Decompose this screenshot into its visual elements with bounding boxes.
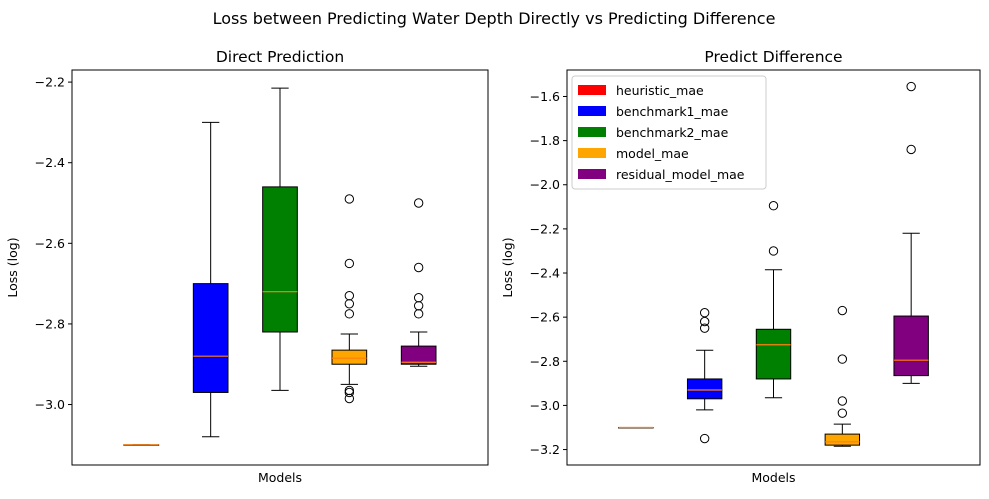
outlier-point (837, 305, 848, 316)
box-iqr (262, 186, 298, 333)
y-axis-label: Loss (log) (5, 237, 20, 297)
outlier-point (413, 198, 424, 208)
box-heuristic_mae (618, 426, 654, 429)
y-tick-label: −2.4 (35, 155, 65, 170)
y-tick-label: −2.2 (35, 75, 65, 90)
plot-frame (566, 69, 981, 466)
outlier-point (768, 246, 779, 256)
y-tick-label: −1.6 (530, 89, 560, 104)
outlier-point (344, 291, 355, 301)
plot-frame (71, 69, 489, 466)
outlier-point (699, 308, 710, 318)
legend: heuristic_mae benchmark1_mae benchmark2_ma… (571, 75, 767, 190)
chart-panel-2: −3.2 −3.0 −2.8 −2.6 −2.4 −2.2 −2.0 −1.8 −1.6 Pred… (500, 48, 981, 485)
chart-title: Predict Difference (704, 48, 842, 66)
y-tick-label: −3.0 (530, 398, 560, 413)
outlier-point (344, 309, 355, 319)
legend-swatch (578, 85, 606, 95)
y-tick-label: −2.0 (530, 177, 560, 192)
outlier-point (344, 385, 355, 396)
y-tick-label: −2.6 (35, 236, 65, 251)
legend-swatch (578, 106, 606, 116)
outlier-point (699, 316, 710, 327)
outlier-point (699, 433, 710, 444)
box-residual_model_mae (893, 81, 929, 384)
outlier-point (413, 309, 424, 319)
y-tick-label: −2.8 (35, 316, 65, 331)
box-iqr (686, 378, 723, 400)
x-axis-label: Models (258, 470, 302, 485)
legend-entry-label: benchmark1_mae (616, 104, 729, 119)
legend-frame (571, 75, 767, 190)
outlier-point (344, 258, 355, 269)
outlier-point (837, 396, 848, 406)
y-tick-label: −3.0 (35, 397, 65, 412)
y-tick-label: −2.8 (530, 354, 560, 369)
y-tick-label: −3.2 (530, 442, 560, 457)
outlier-point (413, 262, 424, 273)
outlier-point (413, 301, 424, 311)
chart-panel-1: −3.0 −2.8 −2.6 −2.4 −2.2 Direct Prediction Mod… (5, 48, 489, 485)
legend-swatch (578, 148, 606, 158)
box-benchmark1_mae (192, 121, 229, 438)
y-axis-label: Loss (log) (500, 237, 515, 297)
box-iqr (893, 315, 929, 377)
chart-title: Direct Prediction (216, 48, 344, 66)
outlier-point (344, 194, 355, 204)
box-iqr (400, 345, 437, 365)
outlier-point (906, 144, 916, 155)
outlier-point (837, 408, 848, 418)
outlier-point (344, 393, 355, 404)
y-tick-label: −1.8 (530, 133, 560, 148)
box-benchmark2_mae (262, 87, 298, 391)
outlier-point (413, 293, 424, 303)
box-benchmark2_mae (755, 201, 792, 399)
outlier-point (699, 323, 710, 333)
box-residual_model_mae (400, 198, 437, 367)
box-model_mae (331, 194, 368, 404)
outlier-point (837, 354, 848, 364)
box-iqr (755, 328, 792, 380)
outlier-point (344, 387, 355, 398)
box-heuristic_mae (123, 444, 160, 446)
legend-entry-label: residual_model_mae (616, 167, 745, 182)
legend-swatch (578, 127, 606, 137)
outlier-point (906, 81, 916, 92)
y-tick-label: −2.6 (530, 310, 560, 325)
box-iqr (331, 349, 368, 365)
box-iqr (824, 433, 861, 446)
y-tick-label: −2.4 (530, 266, 560, 281)
legend-entry-label: benchmark2_mae (616, 125, 729, 140)
legend-entry-label: heuristic_mae (616, 83, 704, 98)
legend-entry-label: model_mae (616, 146, 689, 161)
y-tick-label: −2.2 (530, 221, 560, 236)
legend-swatch (578, 169, 606, 179)
box-benchmark1_mae (686, 308, 723, 444)
x-axis-label: Models (751, 470, 795, 485)
outlier-point (344, 299, 355, 309)
outlier-point (768, 201, 779, 211)
figure-suptitle: Loss between Predicting Water Depth Dire… (213, 9, 776, 28)
box-model_mae (824, 305, 861, 447)
box-iqr (192, 283, 229, 393)
